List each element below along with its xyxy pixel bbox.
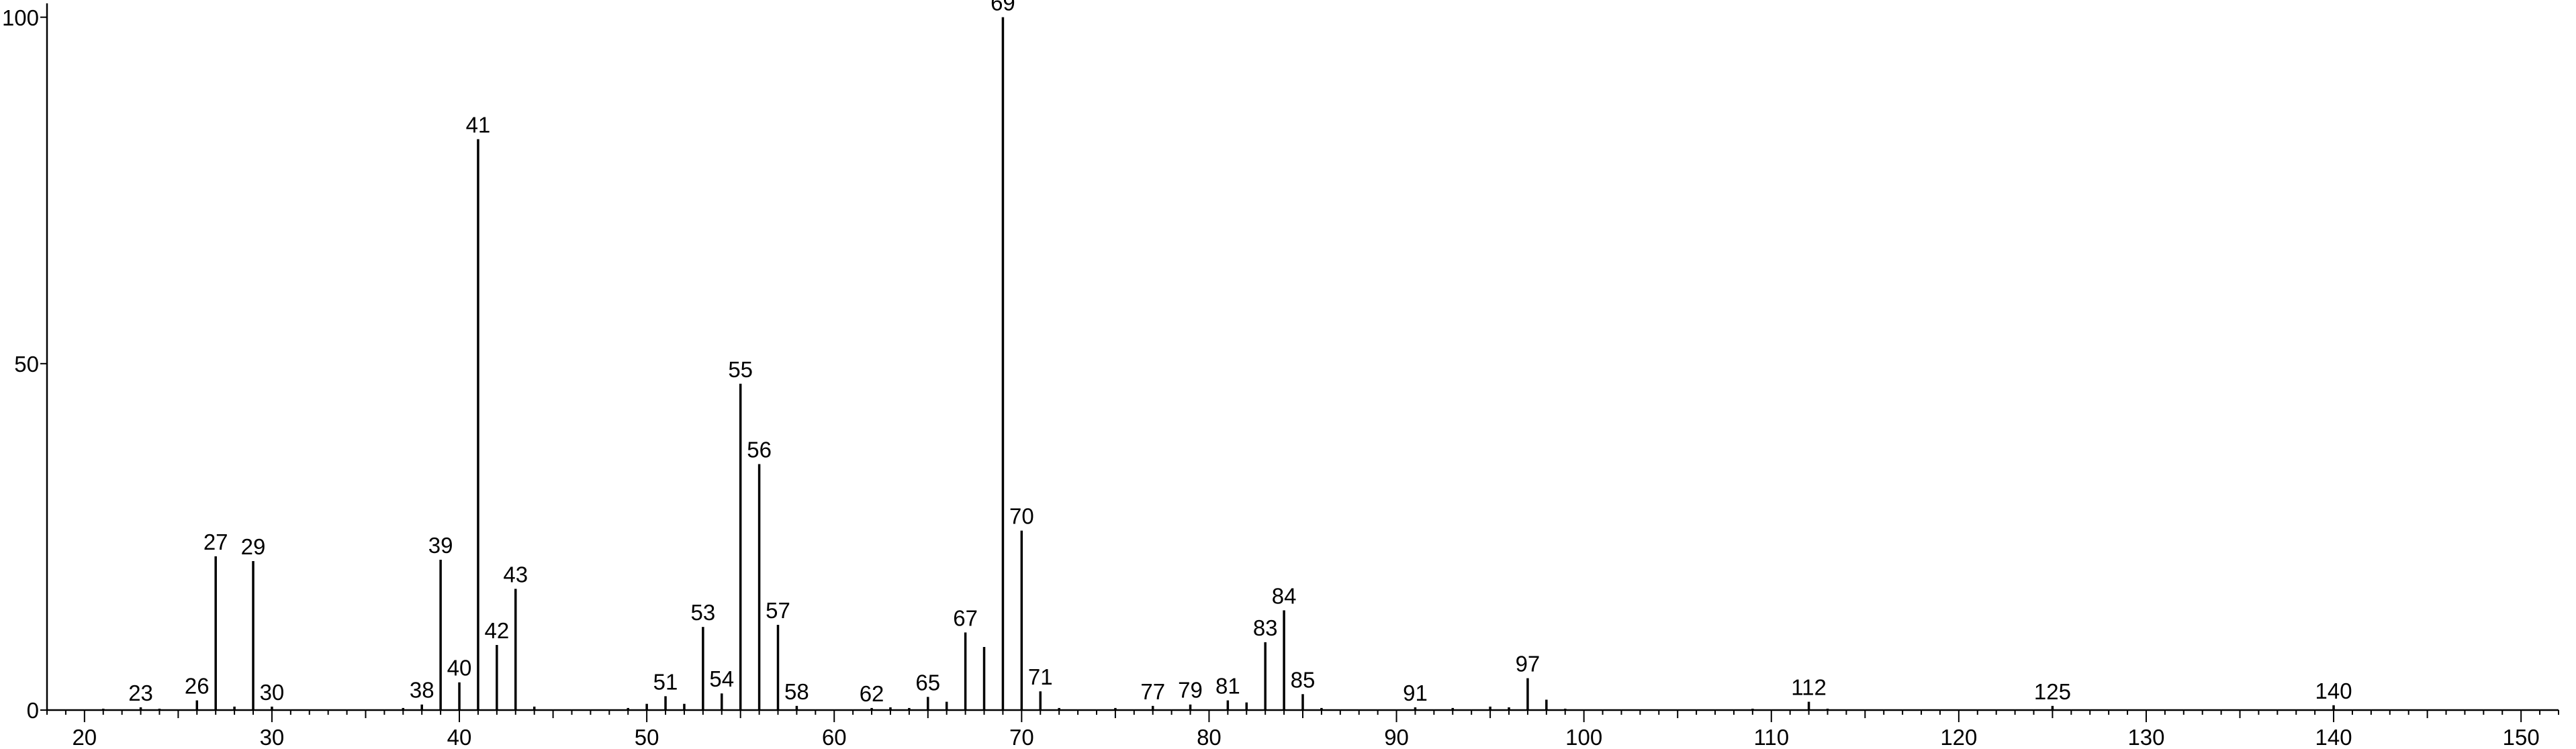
y-tick-label: 100	[2, 5, 39, 30]
x-tick-label: 50	[635, 725, 659, 749]
peak-label: 67	[953, 605, 978, 630]
peak-label: 70	[1009, 504, 1034, 529]
peak-label: 54	[709, 666, 734, 691]
x-tick-label: 90	[1384, 725, 1409, 749]
peak-label: 39	[428, 533, 453, 558]
peak-label: 41	[466, 112, 491, 137]
peak-label: 30	[260, 680, 285, 705]
peak-label: 140	[2315, 679, 2352, 703]
x-axis-ticks: 20 30 40 50 60 70 80 90 100 110 120 130 140 150	[72, 710, 2540, 749]
x-tick-label: 120	[1940, 725, 1977, 749]
peak-label: 29	[241, 534, 266, 559]
peak-label: 40	[447, 656, 472, 681]
x-tick-label: 60	[822, 725, 847, 749]
y-axis-ticks: 0 50 100	[2, 5, 47, 723]
peak-label: 56	[747, 438, 772, 462]
peak-label: 97	[1516, 652, 1540, 677]
y-tick-label: 50	[14, 352, 39, 377]
peak-label: 91	[1403, 681, 1428, 705]
peak-label: 125	[2034, 679, 2071, 704]
peak-label: 85	[1291, 667, 1316, 692]
peaks	[101, 17, 2335, 710]
x-tick-label: 80	[1197, 725, 1222, 749]
peak-label: 53	[691, 600, 716, 625]
x-minor-ticks	[46, 710, 2559, 718]
peak-label: 69	[991, 0, 1015, 15]
x-tick-label: 40	[447, 725, 472, 749]
x-tick-label: 150	[2503, 725, 2540, 749]
peak-label: 55	[728, 357, 753, 382]
peak-label: 83	[1253, 615, 1278, 640]
axes	[46, 3, 2559, 711]
x-tick-label: 130	[2127, 725, 2164, 749]
x-tick-label: 70	[1009, 725, 1034, 749]
peak-label: 57	[766, 598, 790, 623]
x-tick-label: 100	[1565, 725, 1602, 749]
peak-label: 81	[1215, 674, 1240, 699]
peak-label: 77	[1140, 679, 1165, 704]
y-tick-label: 0	[27, 698, 39, 723]
peak-label: 51	[653, 669, 678, 694]
peak-label: 84	[1272, 583, 1297, 608]
peak-labels: 23 26 27 29 30 38 39 40 41 42 43 51 53 54 55 56 57 58 62 65…	[128, 0, 2352, 706]
peak-label: 79	[1178, 678, 1203, 703]
peak-label: 38	[410, 678, 434, 703]
peak-label: 26	[185, 674, 210, 699]
peak-label: 58	[784, 679, 809, 704]
peak-label: 23	[128, 681, 153, 705]
peak-label: 42	[484, 618, 509, 643]
peak-label: 43	[503, 562, 528, 587]
x-tick-label: 20	[72, 725, 97, 749]
x-tick-label: 140	[2315, 725, 2352, 749]
peak-label: 27	[203, 530, 228, 554]
x-tick-label: 110	[1753, 725, 1789, 749]
peak-label: 62	[860, 681, 884, 706]
peak-label: 112	[1791, 675, 1827, 700]
peak-label: 71	[1028, 664, 1053, 689]
peak-label: 65	[915, 670, 940, 695]
x-tick-label: 30	[260, 725, 285, 749]
